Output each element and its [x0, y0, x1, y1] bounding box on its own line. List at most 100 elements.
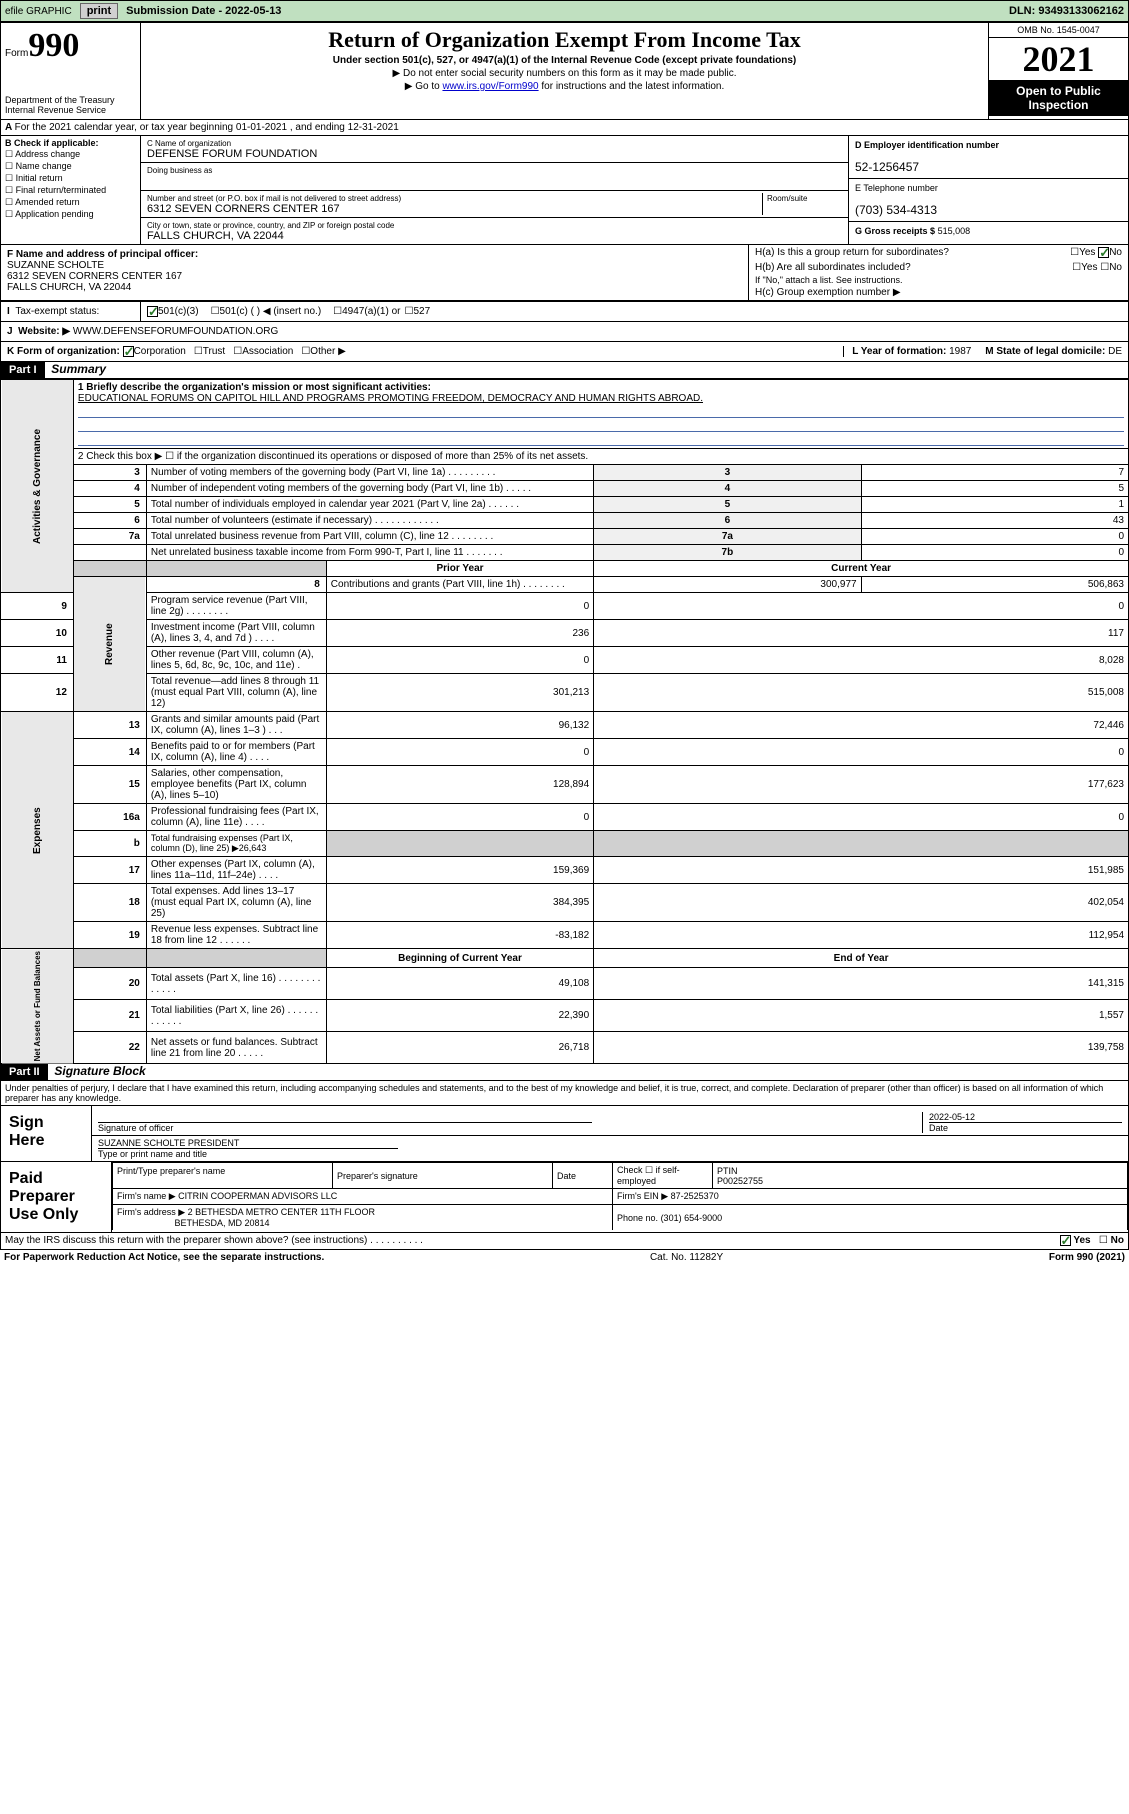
addr-label: Number and street (or P.O. box if mail i…: [147, 194, 401, 203]
prep-name-label: Print/Type preparer's name: [117, 1166, 225, 1176]
header-mid: Return of Organization Exempt From Incom…: [141, 23, 988, 119]
ein: 52-1256457: [855, 160, 919, 174]
sig-name: SUZANNE SCHOLTE PRESIDENT: [98, 1138, 239, 1148]
declaration: Under penalties of perjury, I declare th…: [1, 1081, 1128, 1106]
part1-title: Summary: [47, 362, 106, 376]
note-link: ▶ Go to www.irs.gov/Form990 for instruct…: [149, 81, 980, 92]
header-right: OMB No. 1545-0047 2021 Open to Public In…: [988, 23, 1128, 119]
preparer-block: Paid Preparer Use Only Print/Type prepar…: [0, 1162, 1129, 1233]
chk-initial[interactable]: ☐ Initial return: [5, 173, 136, 184]
period-text: For the 2021 calendar year, or tax year …: [15, 122, 399, 133]
hb-note: If "No," attach a list. See instructions…: [755, 275, 1122, 285]
firm-name: CITRIN COOPERMAN ADVISORS LLC: [178, 1191, 337, 1201]
eoy-hdr: End of Year: [834, 953, 889, 964]
chk-501c3[interactable]: [147, 306, 158, 317]
tax-year: 2021: [989, 38, 1128, 80]
tel-label: E Telephone number: [855, 183, 938, 193]
section-b: B Check if applicable: ☐ Address change …: [1, 136, 141, 244]
efile-label: efile GRAPHIC: [5, 6, 72, 17]
state-label: M State of legal domicile:: [985, 346, 1105, 357]
prep-date-label: Date: [557, 1171, 576, 1181]
dln: DLN: 93493133062162: [1009, 5, 1124, 17]
preparer-table: Print/Type preparer's name Preparer's si…: [112, 1162, 1128, 1230]
ein-label: D Employer identification number: [855, 140, 999, 150]
gov-row-5: 5Total number of individuals employed in…: [1, 497, 1129, 513]
sig-date: 2022-05-12: [929, 1112, 975, 1122]
note-ssn: ▶ Do not enter social security numbers o…: [149, 68, 980, 79]
year-form-label: L Year of formation:: [852, 346, 946, 357]
ha-no-check[interactable]: [1098, 247, 1109, 258]
dept-label: Department of the Treasury Internal Reve…: [5, 95, 136, 115]
gov-row-7a: 7aTotal unrelated business revenue from …: [1, 529, 1129, 545]
form-subtitle: Under section 501(c), 527, or 4947(a)(1)…: [149, 55, 980, 66]
room-label: Room/suite: [767, 194, 807, 203]
form-org-label: K Form of organization:: [7, 346, 120, 357]
paperwork-notice: For Paperwork Reduction Act Notice, see …: [4, 1252, 324, 1263]
part2-label: Part II: [1, 1064, 48, 1080]
print-button[interactable]: print: [80, 3, 118, 19]
mission-text: EDUCATIONAL FORUMS ON CAPITOL HILL AND P…: [78, 393, 703, 404]
officer-name: SUZANNE SCHOLTE: [7, 260, 104, 271]
chk-final[interactable]: ☐ Final return/terminated: [5, 185, 136, 196]
firm-label: Firm's name ▶: [117, 1191, 176, 1201]
state-domicile: DE: [1108, 346, 1122, 357]
ptin-label: PTIN: [717, 1166, 738, 1176]
website-label: Website: ▶: [18, 326, 70, 337]
row-j: J Website: ▶ WWW.DEFENSEFORUMFOUNDATION.…: [0, 322, 1129, 342]
gross: 515,008: [938, 226, 971, 236]
org-name: DEFENSE FORUM FOUNDATION: [147, 148, 317, 160]
part2-header: Part II Signature Block: [0, 1064, 1129, 1081]
city-label: City or town, state or province, country…: [147, 221, 394, 230]
chk-amended[interactable]: ☐ Amended return: [5, 197, 136, 208]
summary-table: Activities & Governance 1 Briefly descri…: [0, 379, 1129, 1064]
prior-year-hdr: Prior Year: [436, 563, 483, 574]
prep-sig-label: Preparer's signature: [337, 1171, 418, 1181]
h-c: H(c) Group exemption number ▶: [755, 287, 1122, 298]
gov-row-6: 6Total number of volunteers (estimate if…: [1, 513, 1129, 529]
org-name-label: C Name of organization: [147, 139, 231, 148]
firm-ein: 87-2525370: [671, 1191, 719, 1201]
irs-link[interactable]: www.irs.gov/Form990: [442, 81, 538, 92]
row-i: I Tax-exempt status: 501(c)(3) ☐ 501(c) …: [0, 301, 1129, 322]
section-d: D Employer identification number 52-12564…: [848, 136, 1128, 244]
city: FALLS CHURCH, VA 22044: [147, 230, 284, 242]
firm-addr1: 2 BETHESDA METRO CENTER 11TH FLOOR: [188, 1207, 375, 1217]
website: WWW.DEFENSEFORUMFOUNDATION.ORG: [73, 326, 278, 337]
boy-hdr: Beginning of Current Year: [398, 953, 522, 964]
submission-date: Submission Date - 2022-05-13: [126, 5, 281, 17]
discuss-yes[interactable]: [1060, 1235, 1071, 1246]
sig-date-label: Date: [929, 1123, 948, 1133]
officer-addr1: 6312 SEVEN CORNERS CENTER 167: [7, 271, 182, 282]
part2-title: Signature Block: [50, 1064, 145, 1078]
line2: 2 Check this box ▶ ☐ if the organization…: [73, 449, 1128, 465]
top-bar: efile GRAPHIC print Submission Date - 20…: [0, 0, 1129, 22]
opt-527: 527: [413, 306, 430, 317]
firm-phone: (301) 654-9000: [661, 1213, 723, 1223]
part1-label: Part I: [1, 362, 45, 378]
discuss-text: May the IRS discuss this return with the…: [5, 1235, 423, 1246]
current-year-hdr: Current Year: [831, 563, 891, 574]
year-form: 1987: [949, 346, 971, 357]
tax-status-label: Tax-exempt status:: [15, 306, 99, 317]
section-f: F Name and address of principal officer:…: [1, 245, 748, 300]
mission-label: 1 Briefly describe the organization's mi…: [78, 382, 431, 393]
ptin: P00252755: [717, 1176, 763, 1186]
gross-label: G Gross receipts $: [855, 226, 935, 236]
chk-address[interactable]: ☐ Address change: [5, 149, 136, 160]
form-header: Form990 Department of the Treasury Inter…: [0, 22, 1129, 120]
cat-no: Cat. No. 11282Y: [650, 1252, 723, 1263]
chk-pending[interactable]: ☐ Application pending: [5, 209, 136, 220]
info-grid: B Check if applicable: ☐ Address change …: [0, 136, 1129, 245]
firm-phone-label: Phone no.: [617, 1213, 658, 1223]
section-b-label: B Check if applicable:: [5, 138, 99, 148]
discuss-row: May the IRS discuss this return with the…: [0, 1233, 1129, 1249]
paperwork-row: For Paperwork Reduction Act Notice, see …: [0, 1250, 1129, 1265]
chk-corp[interactable]: [123, 346, 134, 357]
h-b: H(b) Are all subordinates included?: [755, 262, 911, 273]
form-prefix: Form: [5, 48, 28, 59]
revenue-label: Revenue: [73, 577, 146, 712]
row-f-h: F Name and address of principal officer:…: [0, 245, 1129, 301]
section-c: C Name of organizationDEFENSE FORUM FOUN…: [141, 136, 848, 244]
prep-self-label: Check ☐ if self-employed: [613, 1163, 713, 1189]
chk-name[interactable]: ☐ Name change: [5, 161, 136, 172]
